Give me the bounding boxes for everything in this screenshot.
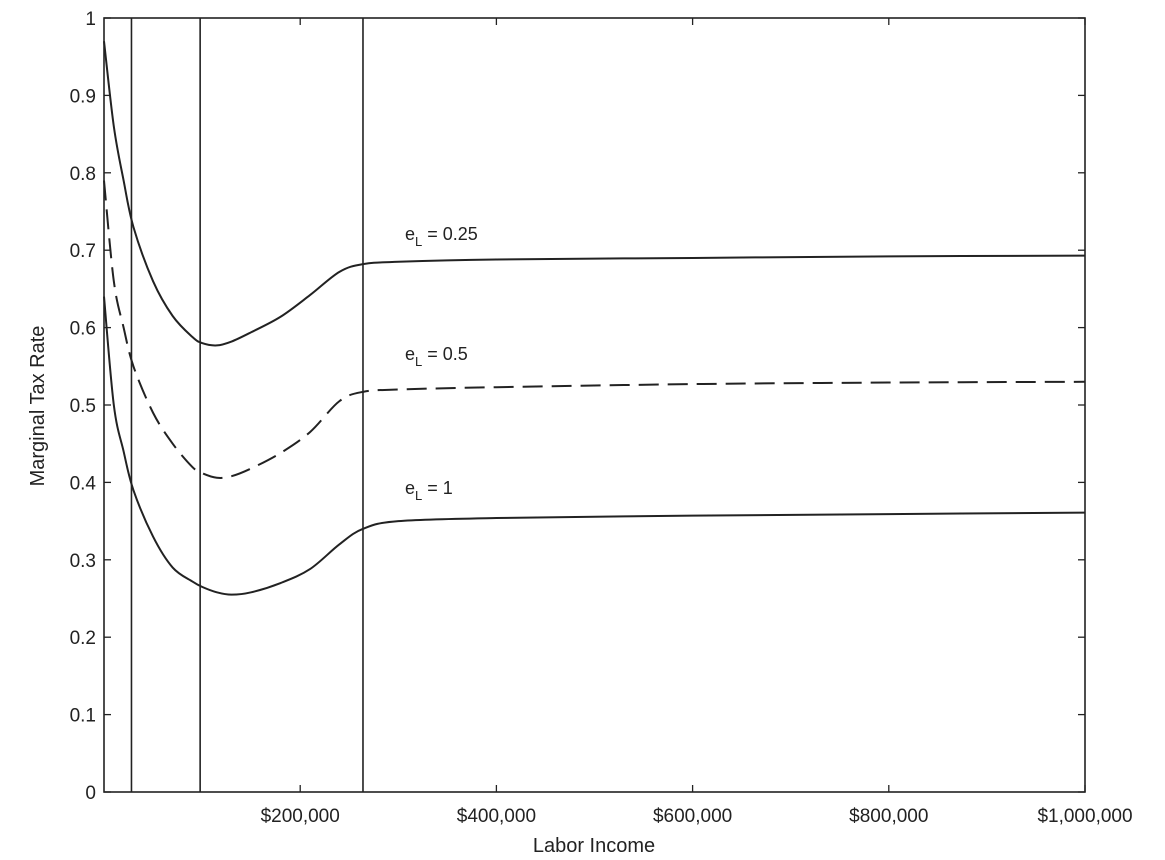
y-tick-label: 0.4 [70, 473, 97, 494]
y-tick-label: 0.5 [70, 396, 96, 417]
y-axis-title: Marginal Tax Rate [27, 326, 49, 487]
series-label-2: eL = 0.5 [405, 344, 468, 369]
y-tick-label: 0.6 [70, 319, 96, 340]
series-label-3: eL = 1 [405, 478, 453, 503]
y-tick-label: 0.1 [70, 706, 96, 727]
x-tick-label: $200,000 [261, 806, 340, 827]
series-label-1: eL = 0.25 [405, 224, 478, 249]
x-tick-label: $600,000 [653, 806, 732, 827]
series-layer [103, 41, 1086, 596]
x-tick-label: $1,000,000 [1037, 806, 1132, 827]
x-tick-label: $800,000 [849, 806, 928, 827]
series-line-2 [103, 180, 1086, 479]
plot-frame [103, 17, 1086, 793]
plot-area [103, 17, 1086, 793]
series-labels: eL = 0.25 eL = 0.5 eL = 1 [405, 224, 478, 503]
x-tick-label: $400,000 [457, 806, 536, 827]
y-tick-label: 0.3 [70, 551, 96, 572]
y-tick-label: 0.2 [70, 628, 96, 649]
x-axis-title: Labor Income [533, 835, 655, 857]
y-tick-label: 0.9 [70, 86, 96, 107]
y-tick-label: 0.8 [70, 164, 96, 185]
y-tick-label: 0.7 [70, 241, 96, 262]
axes: 0 0.1 0.2 0.3 0.4 0.5 0.6 0.7 0.8 0.9 1 $200,000 $40… [70, 9, 1133, 827]
y-tick-label: 1 [85, 9, 96, 30]
series-line-1 [103, 41, 1086, 347]
y-tick-label: 0 [85, 783, 96, 804]
series-line-3 [103, 296, 1086, 596]
